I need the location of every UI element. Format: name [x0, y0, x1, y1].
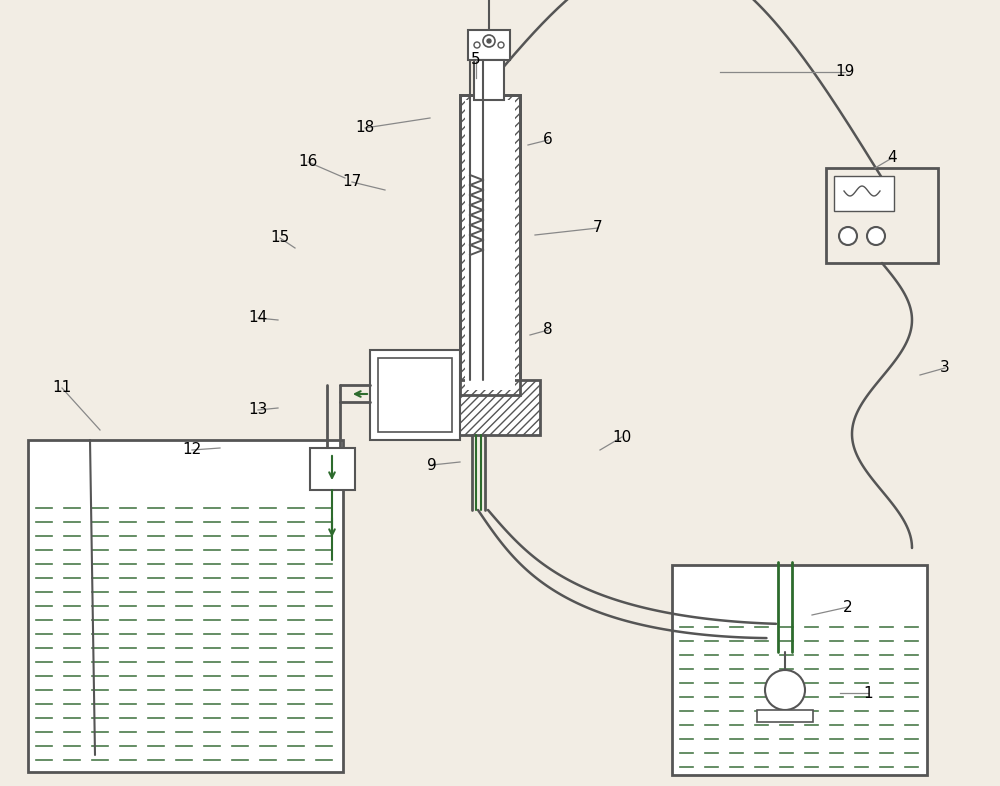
Text: 1: 1 — [863, 685, 873, 700]
Text: 17: 17 — [342, 174, 362, 189]
Text: 5: 5 — [471, 53, 481, 68]
Text: 8: 8 — [543, 322, 553, 337]
Text: 11: 11 — [52, 380, 72, 395]
Bar — [310, 448, 355, 490]
Bar — [834, 176, 894, 211]
Bar — [465, 100, 515, 390]
Circle shape — [487, 39, 491, 43]
Text: 6: 6 — [543, 133, 553, 148]
Circle shape — [839, 227, 857, 245]
Text: 15: 15 — [270, 230, 290, 245]
Text: 10: 10 — [612, 429, 632, 445]
Text: 18: 18 — [355, 120, 375, 135]
Bar — [28, 440, 343, 772]
Bar — [460, 95, 520, 395]
Bar — [460, 95, 520, 395]
Circle shape — [765, 670, 805, 710]
Text: 16: 16 — [298, 155, 318, 170]
Bar — [672, 565, 927, 775]
Bar — [474, 60, 504, 100]
Circle shape — [483, 35, 495, 47]
Circle shape — [474, 42, 480, 48]
Bar — [378, 358, 452, 432]
Text: 7: 7 — [593, 221, 603, 236]
Bar — [468, 30, 510, 60]
Circle shape — [498, 42, 504, 48]
Bar — [440, 380, 540, 435]
Text: 4: 4 — [887, 150, 897, 166]
Circle shape — [867, 227, 885, 245]
Bar — [370, 350, 460, 440]
Text: 9: 9 — [427, 457, 437, 472]
Bar — [757, 710, 813, 722]
Text: 14: 14 — [248, 310, 268, 325]
Text: 19: 19 — [835, 64, 855, 79]
Bar — [826, 168, 938, 263]
Text: 2: 2 — [843, 600, 853, 615]
Text: 12: 12 — [182, 443, 202, 457]
Text: 13: 13 — [248, 402, 268, 417]
Text: 3: 3 — [940, 361, 950, 376]
